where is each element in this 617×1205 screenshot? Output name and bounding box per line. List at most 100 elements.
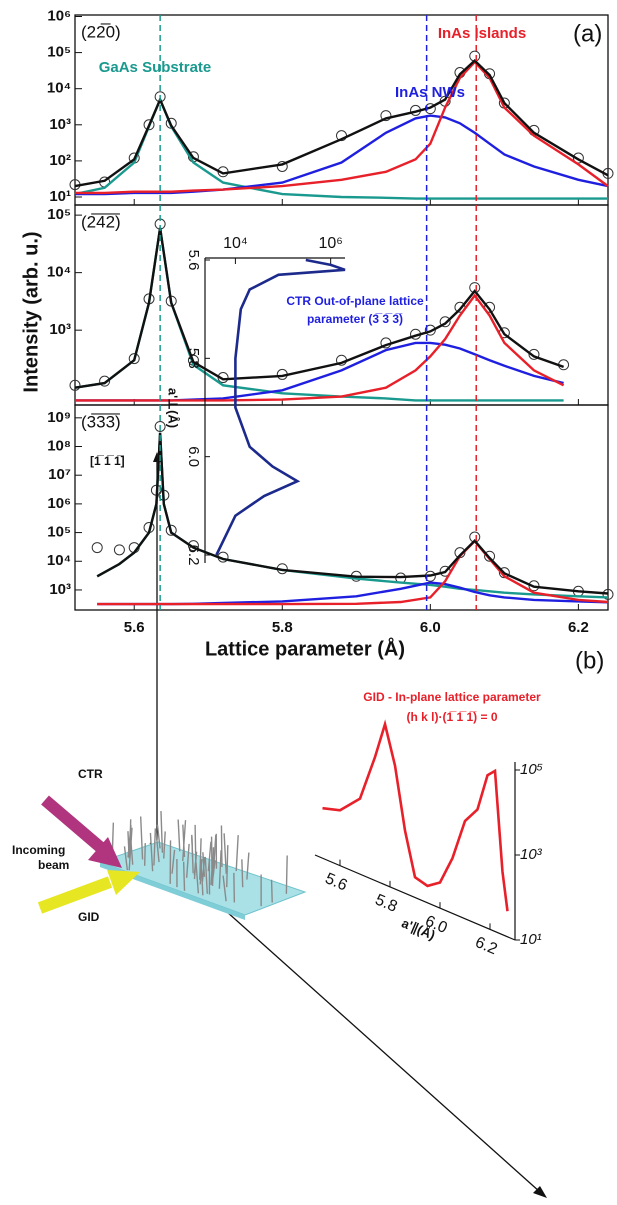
axis-line [314, 854, 516, 941]
axis-label: [1̅ 1̅ 1̅] [90, 454, 125, 468]
y-tick-label: 5.8 [185, 348, 202, 369]
ctr-curve [215, 258, 346, 556]
nanowire [199, 858, 203, 885]
y-tick-label: 6.2 [185, 545, 202, 566]
y-tick-label: 10⁵ [47, 44, 71, 61]
y-tick-label: 10¹ [520, 931, 542, 948]
gid-label: GID [78, 910, 100, 924]
plot-frame [74, 404, 609, 611]
nanowire [194, 824, 197, 861]
nanowire [185, 843, 190, 878]
nanowire [220, 825, 223, 867]
nanowire [156, 824, 161, 849]
nanowire [222, 875, 227, 902]
y-tick-label: 10¹ [49, 188, 71, 205]
fit-curve [74, 227, 565, 389]
y-tick-label: 10² [49, 152, 71, 169]
y-axis-label: a'⊥(Å) [166, 388, 181, 428]
fit-curve [96, 432, 609, 595]
ctr-label: CTR [78, 767, 103, 781]
x-tick-label: 6.2 [568, 619, 589, 636]
annotation: GaAs Substrate [99, 59, 212, 76]
nanowire [163, 831, 166, 859]
beam-label: beam [38, 858, 69, 872]
y-tick-label: 5.6 [185, 250, 202, 271]
fit-curve [74, 58, 609, 188]
nanowire [182, 820, 187, 862]
nanowire [127, 825, 132, 858]
x-tick-label: 5.6 [124, 619, 145, 636]
data-point [154, 420, 166, 432]
panel-title: (22̅0) [81, 22, 121, 41]
chart-title: (h k l)·(1̅ 1̅ 1̅) = 0 [406, 710, 497, 724]
gid-beam [37, 876, 113, 914]
data-point [143, 119, 155, 131]
fit-curve [75, 341, 564, 402]
x-tick-label: 5.8 [373, 891, 400, 915]
y-tick-label: 10⁶ [47, 495, 71, 512]
y-axis-label: Intensity (arb. u.) [20, 231, 42, 392]
y-tick-label: 10⁴ [47, 80, 71, 97]
y-tick-label: 10⁴ [47, 552, 71, 569]
nanowires [111, 811, 288, 907]
x-tick-label: 5.6 [323, 870, 350, 894]
data-point [165, 524, 177, 536]
nanowire [182, 861, 186, 891]
annotation: InAs Islands [438, 25, 526, 42]
fit-curve [97, 539, 609, 606]
nanowire [123, 846, 129, 871]
substrate-edge [100, 862, 245, 920]
nanowire [207, 841, 212, 872]
y-tick-label: 6.0 [185, 446, 202, 467]
nanowire [153, 828, 157, 866]
y-tick-label: 10³ [49, 581, 71, 598]
y-tick-label: 10⁹ [47, 409, 71, 426]
nanowire [139, 816, 144, 860]
data-point [602, 588, 614, 600]
chart-title: CTR Out-of-plane lattice [286, 294, 424, 308]
arrow-head [533, 1186, 547, 1198]
y-tick-label: 10⁶ [47, 7, 71, 24]
panel-label: (a) [573, 20, 602, 47]
nanowire [270, 879, 273, 903]
schematic [37, 452, 547, 1198]
fit-curve [75, 293, 565, 402]
nanowire [171, 849, 176, 874]
data-point [113, 544, 125, 556]
nanowire [177, 819, 181, 852]
nanowire [143, 843, 146, 866]
nanowire [204, 856, 209, 894]
y-tick-label: 10⁴ [47, 264, 71, 281]
arrow-head [88, 837, 122, 868]
x-axis-label: Lattice parameter (Å) [205, 636, 405, 660]
y-tick-label: 10⁵ [47, 206, 71, 223]
x-tick-label: 10⁶ [318, 235, 342, 252]
data-point [276, 160, 288, 172]
x-tick-label: 6.2 [473, 934, 500, 958]
y-tick-label: 10³ [49, 116, 71, 133]
y-tick-label: 10³ [49, 321, 71, 338]
data-point [128, 353, 140, 365]
data-point [380, 110, 392, 122]
ctr-beam [41, 795, 104, 852]
data-point [528, 580, 540, 592]
nanowire [223, 833, 227, 874]
chart-title: GID - In-plane lattice parameter [363, 690, 541, 704]
gid-curve [322, 719, 509, 912]
data-point [498, 567, 510, 579]
nanowire [218, 850, 222, 889]
fit-curve [75, 60, 609, 195]
y-tick-label: 10⁸ [47, 437, 71, 454]
data-point [484, 550, 496, 562]
nanowire [199, 838, 202, 880]
nanowire [285, 855, 288, 894]
beam-label: Incoming [12, 843, 65, 857]
nanowire [201, 856, 206, 882]
data-point [99, 375, 111, 387]
y-tick-label: 10³ [520, 846, 543, 863]
arrow-head [107, 870, 140, 895]
nanowire [246, 852, 250, 880]
y-tick-label: 10⁵ [47, 524, 71, 541]
nanowire [191, 834, 194, 858]
